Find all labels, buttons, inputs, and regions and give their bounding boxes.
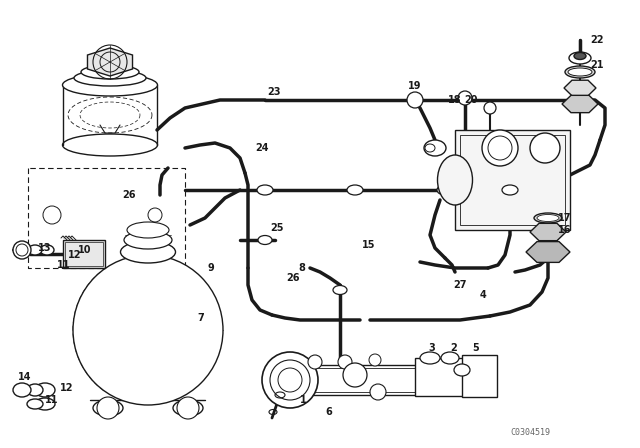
Text: 27: 27 xyxy=(453,280,467,290)
Ellipse shape xyxy=(441,352,459,364)
Ellipse shape xyxy=(74,70,146,86)
Bar xyxy=(290,368,420,392)
Ellipse shape xyxy=(454,364,470,376)
Ellipse shape xyxy=(438,155,472,205)
Text: 2: 2 xyxy=(450,343,457,353)
Circle shape xyxy=(458,91,472,105)
Ellipse shape xyxy=(63,134,157,156)
Bar xyxy=(63,240,105,268)
Text: 11: 11 xyxy=(45,395,58,405)
Bar xyxy=(460,135,565,225)
Text: 5: 5 xyxy=(472,343,479,353)
Text: 10: 10 xyxy=(78,245,92,255)
Ellipse shape xyxy=(40,245,54,255)
Text: 4: 4 xyxy=(480,290,487,300)
Bar xyxy=(290,365,420,395)
Text: 16: 16 xyxy=(558,225,572,235)
Text: 21: 21 xyxy=(590,60,604,70)
Circle shape xyxy=(308,355,322,369)
Ellipse shape xyxy=(35,398,55,410)
Circle shape xyxy=(338,355,352,369)
Text: 1: 1 xyxy=(300,395,307,405)
Circle shape xyxy=(73,255,223,405)
Ellipse shape xyxy=(257,185,273,195)
Ellipse shape xyxy=(424,140,446,156)
Ellipse shape xyxy=(93,400,123,416)
Circle shape xyxy=(177,397,199,419)
Circle shape xyxy=(270,360,310,400)
Ellipse shape xyxy=(574,52,586,60)
Circle shape xyxy=(530,133,560,163)
Circle shape xyxy=(370,384,386,400)
Text: 19: 19 xyxy=(408,81,422,91)
Ellipse shape xyxy=(35,383,55,397)
Ellipse shape xyxy=(27,399,43,409)
Ellipse shape xyxy=(537,215,559,221)
Bar xyxy=(415,358,470,396)
Ellipse shape xyxy=(534,213,562,223)
Text: 17: 17 xyxy=(558,213,572,223)
Ellipse shape xyxy=(420,352,440,364)
Ellipse shape xyxy=(173,400,203,416)
Text: 13: 13 xyxy=(38,243,51,253)
Ellipse shape xyxy=(347,185,363,195)
Bar xyxy=(455,130,570,230)
Circle shape xyxy=(482,130,518,166)
Text: 25: 25 xyxy=(270,223,284,233)
Circle shape xyxy=(262,352,318,408)
Circle shape xyxy=(97,397,119,419)
Ellipse shape xyxy=(124,231,172,249)
Text: 18: 18 xyxy=(448,95,461,105)
Bar xyxy=(462,355,497,397)
Polygon shape xyxy=(88,48,132,76)
Text: 22: 22 xyxy=(590,35,604,45)
Ellipse shape xyxy=(565,66,595,78)
Circle shape xyxy=(484,102,496,114)
Ellipse shape xyxy=(120,241,175,263)
Ellipse shape xyxy=(333,285,347,294)
Ellipse shape xyxy=(502,185,518,195)
Text: 9: 9 xyxy=(207,263,214,273)
Text: 23: 23 xyxy=(267,87,280,97)
Text: C0304519: C0304519 xyxy=(510,427,550,436)
Ellipse shape xyxy=(28,245,42,255)
Text: 12: 12 xyxy=(60,383,74,393)
Ellipse shape xyxy=(127,222,169,238)
Polygon shape xyxy=(526,241,570,263)
Circle shape xyxy=(343,363,367,387)
Ellipse shape xyxy=(569,52,591,64)
Ellipse shape xyxy=(13,383,31,397)
Circle shape xyxy=(407,92,423,108)
Ellipse shape xyxy=(27,384,43,396)
Text: 14: 14 xyxy=(18,372,31,382)
Text: 8: 8 xyxy=(298,263,305,273)
Text: 7: 7 xyxy=(197,313,204,323)
Circle shape xyxy=(13,241,31,259)
Text: 20: 20 xyxy=(464,95,477,105)
Text: 11: 11 xyxy=(57,260,70,270)
Ellipse shape xyxy=(81,65,139,79)
Ellipse shape xyxy=(63,74,157,96)
Text: 24: 24 xyxy=(255,143,269,153)
Polygon shape xyxy=(564,80,596,96)
Circle shape xyxy=(369,354,381,366)
Ellipse shape xyxy=(258,236,272,245)
Text: 26: 26 xyxy=(122,190,136,200)
Text: 15: 15 xyxy=(362,240,376,250)
Polygon shape xyxy=(530,224,566,241)
Ellipse shape xyxy=(437,185,453,195)
Text: 26: 26 xyxy=(286,273,300,283)
Text: 3: 3 xyxy=(428,343,435,353)
Text: 6: 6 xyxy=(325,407,332,417)
Bar xyxy=(65,242,103,266)
Ellipse shape xyxy=(568,68,592,76)
Text: 12: 12 xyxy=(68,250,81,260)
Polygon shape xyxy=(562,95,598,112)
